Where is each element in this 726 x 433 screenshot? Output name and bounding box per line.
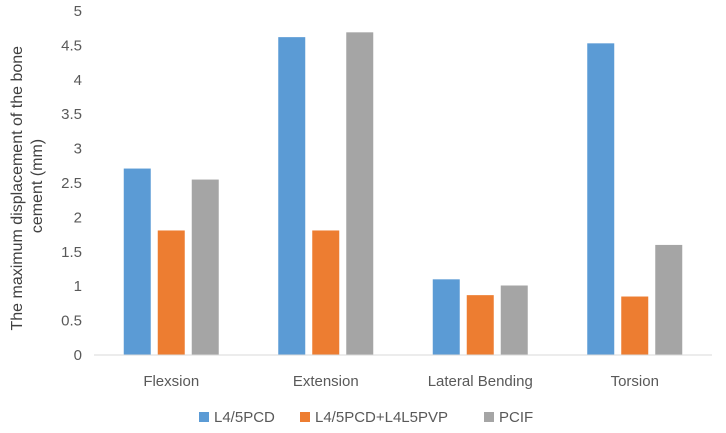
y-tick-label: 5: [74, 3, 82, 20]
bar: [278, 37, 306, 355]
bar: [621, 296, 649, 355]
y-tick-label: 4: [74, 72, 82, 89]
bar: [123, 168, 151, 355]
legend-swatch: [300, 412, 310, 422]
y-axis-label-line-2: cement (mm): [29, 139, 46, 233]
bar: [346, 32, 374, 355]
bar: [432, 279, 460, 355]
legend-swatch: [199, 412, 209, 422]
y-tick-label: 1: [74, 278, 82, 295]
bar: [191, 179, 219, 355]
y-tick-label: 2: [74, 209, 82, 226]
y-tick-label: 3: [74, 141, 82, 158]
legend-label: L4/5PCD: [214, 409, 275, 426]
bar: [500, 285, 528, 355]
x-tick-label: Extension: [293, 373, 359, 390]
x-tick-label: Torsion: [611, 373, 659, 390]
y-tick-label: 0: [74, 347, 82, 364]
legend-label: PCIF: [499, 409, 533, 426]
bars: [123, 32, 683, 355]
bar: [587, 43, 615, 355]
y-tick-label: 3.5: [61, 106, 82, 123]
legend-label: L4/5PCD+L4L5PVP: [315, 409, 448, 426]
y-tick-label: 0.5: [61, 313, 82, 330]
bar: [157, 230, 185, 355]
y-axis-ticks: 0 0.5 1 1.5 2 2.5 3 3.5 4 4.5 5: [61, 3, 82, 364]
y-tick-label: 2.5: [61, 175, 82, 192]
y-tick-label: 1.5: [61, 244, 82, 261]
legend-swatch: [484, 412, 494, 422]
y-axis-label: The maximum displacement of the bone cem…: [9, 41, 46, 330]
x-axis-ticks: Flexsion Extension Lateral Bending Torsion: [143, 373, 659, 390]
legend: L4/5PCD L4/5PCD+L4L5PVP PCIF: [199, 409, 533, 426]
x-tick-label: Lateral Bending: [428, 373, 533, 390]
bar: [655, 244, 683, 355]
x-tick-label: Flexsion: [143, 373, 199, 390]
y-tick-label: 4.5: [61, 37, 82, 54]
bar: [312, 230, 340, 355]
y-axis-label-line-1: The maximum displacement of the bone: [9, 46, 26, 331]
bar: [466, 295, 494, 355]
